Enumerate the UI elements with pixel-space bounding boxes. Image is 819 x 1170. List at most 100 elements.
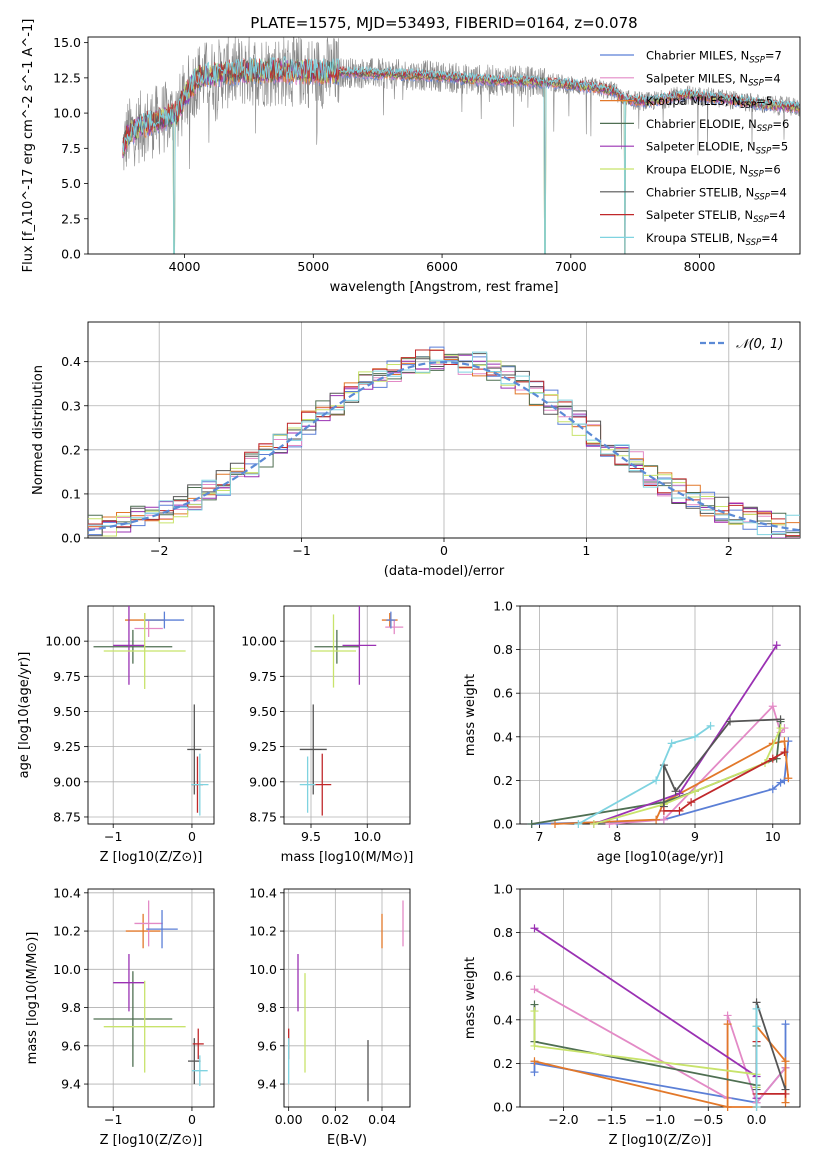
error-bar-point (103, 980, 186, 1073)
x-tick-label: −1 (104, 1112, 122, 1127)
error-bar-point (113, 606, 145, 685)
legend-entry-subscript: SSP (748, 170, 764, 180)
mass-vs-ebv-panel: 0.00 0.02 0.04 9.4 9.6 9.8 10.0 10.2 10.4 E(B-V) (249, 885, 411, 1148)
mass-vs-metallicity-panel: −1 0 9.4 9.6 9.8 10.0 10.2 10.4 Z [log10(Z/Z⊙)] m… (25, 885, 215, 1148)
y-tick-label: 10.0 (53, 106, 81, 121)
weight-marker (706, 721, 715, 730)
y-tick-label: 10.0 (53, 962, 81, 977)
y-tick-label: 9.25 (53, 739, 81, 754)
error-bar-point (311, 614, 356, 688)
x-tick-label: −1 (104, 829, 122, 844)
legend-entry-subscript: SSP (748, 78, 764, 88)
y-tick-label: 0.1 (61, 486, 81, 501)
error-bar-point (144, 611, 185, 629)
y-axis-label: mass weight (463, 674, 478, 756)
y-tick-label: 10.2 (249, 924, 277, 939)
x-tick-label: −2 (150, 543, 168, 558)
histograms (88, 346, 800, 538)
y-tick-label: 10.4 (53, 885, 81, 900)
error-bar-point (103, 613, 186, 689)
weight-marker (781, 1089, 790, 1098)
x-tick-label: 5000 (297, 259, 329, 274)
y-tick-label: 10.2 (53, 924, 81, 939)
x-tick-label: 9 (691, 829, 699, 844)
legend-entry-subscript: SSP (741, 101, 757, 111)
spectrum-traces (122, 37, 800, 254)
x-tick-label: 0.00 (275, 1112, 303, 1127)
weight-marker (723, 1103, 732, 1111)
y-tick-label: 0.4 (493, 729, 513, 744)
x-tick-label: 0.0 (747, 1112, 767, 1127)
figure-title: PLATE=1575, MJD=53493, FIBERID=0164, z=0… (250, 14, 637, 32)
y-axis-label: mass weight (463, 957, 478, 1039)
weight-marker (530, 985, 539, 994)
weight-marker (780, 776, 789, 785)
y-tick-label: 0.8 (493, 925, 513, 940)
y-tick-label: 0.2 (61, 442, 81, 457)
legend-entry: 𝒩(0, 1) (736, 337, 783, 352)
weight-marker (772, 641, 781, 650)
weight-marker (659, 806, 668, 815)
model-fit-chabrier-miles (122, 61, 800, 155)
error-bar-point (125, 913, 161, 949)
error-bar-point (188, 1038, 201, 1085)
error-bar-point (93, 971, 173, 1067)
y-tick-label: 0.8 (493, 642, 513, 657)
y-axis-label: Normed distribution (31, 365, 46, 495)
error-bar-point (299, 756, 316, 813)
weight-series-line (755, 1002, 787, 1090)
legend-entry-suffix: =4 (769, 208, 786, 222)
residuals-panel: −2 −1 0 1 2 0.0 0.1 0.2 0.3 0.4 (data-model)/error… (31, 321, 801, 579)
weight-marker (752, 1004, 761, 1013)
x-tick-label: 9.5 (301, 829, 321, 844)
x-tick-label: 4000 (169, 259, 201, 274)
spectrum-panel: 4000 5000 6000 7000 8000 0.0 2.5 5.0 7.5 10.0 12.5… (21, 19, 801, 295)
weight-marker (530, 1007, 539, 1016)
weight-marker (780, 748, 789, 757)
y-tick-label: 9.8 (61, 1000, 81, 1015)
x-tick-label: 2 (725, 543, 733, 558)
weight-vs-metallicity-panel: −2.0 −1.5 −1.0 −0.5 0.0 0.0 0.2 0.4 0.6 0.8 1.0 Z [… (463, 882, 801, 1148)
weight-marker (781, 1020, 790, 1029)
y-tick-label: 10.00 (241, 634, 277, 649)
legend-entry-prefix: Chabrier ELODIE, N (646, 117, 757, 131)
legend-entry-subscript: SSP (756, 147, 772, 157)
weight-marker (652, 776, 661, 785)
y-tick-label: 9.00 (53, 774, 81, 789)
axes-frame (519, 605, 801, 825)
legend-entry: Kroupa STELIB, NSSP=4 (646, 231, 778, 248)
y-tick-label: 9.50 (53, 704, 81, 719)
weight-marker (667, 739, 676, 748)
x-tick-label: −0.5 (693, 1112, 723, 1127)
legend-entry: Chabrier ELODIE, NSSP=6 (646, 117, 789, 134)
error-bar-point (342, 606, 377, 685)
weight-marker (752, 1103, 761, 1111)
error-bar-point (93, 629, 173, 664)
error-bar-point (191, 753, 209, 816)
weight-marker (780, 737, 789, 746)
model-fit-kroupa-stelib (122, 56, 800, 254)
normal-distribution-curve (88, 360, 800, 532)
age-vs-metallicity-panel: −1 0 8.75 9.00 9.25 9.50 9.75 10.00 Z [log10(Z/Z… (17, 605, 215, 865)
legend-entry: Salpeter STELIB, NSSP=4 (646, 208, 786, 225)
y-tick-label: 9.4 (257, 1077, 277, 1092)
weight-marker (784, 774, 793, 783)
error-bar-point (187, 704, 202, 795)
y-tick-label: 0.2 (493, 1056, 513, 1071)
weight-series-line (533, 1011, 758, 1088)
x-tick-label: 0 (188, 829, 196, 844)
legend-entry: Salpeter ELODIE, NSSP=5 (646, 140, 788, 157)
y-tick-label: 9.25 (249, 739, 277, 754)
axes-frame (87, 605, 215, 825)
weight-marker (675, 806, 684, 815)
legend-entry: Kroupa MILES, NSSP=5 (646, 94, 773, 111)
y-axis-label: age [log10(age/yr)] (17, 652, 32, 779)
legend-entry-prefix: Salpeter MILES, N (646, 71, 748, 85)
y-tick-label: 9.50 (249, 704, 277, 719)
error-bars (93, 606, 209, 816)
y-axis-label: mass [log10(M/M⊙)] (25, 932, 40, 1065)
y-tick-label: 10.00 (45, 634, 81, 649)
weight-marker (752, 1022, 761, 1031)
weight-marker (527, 820, 536, 828)
